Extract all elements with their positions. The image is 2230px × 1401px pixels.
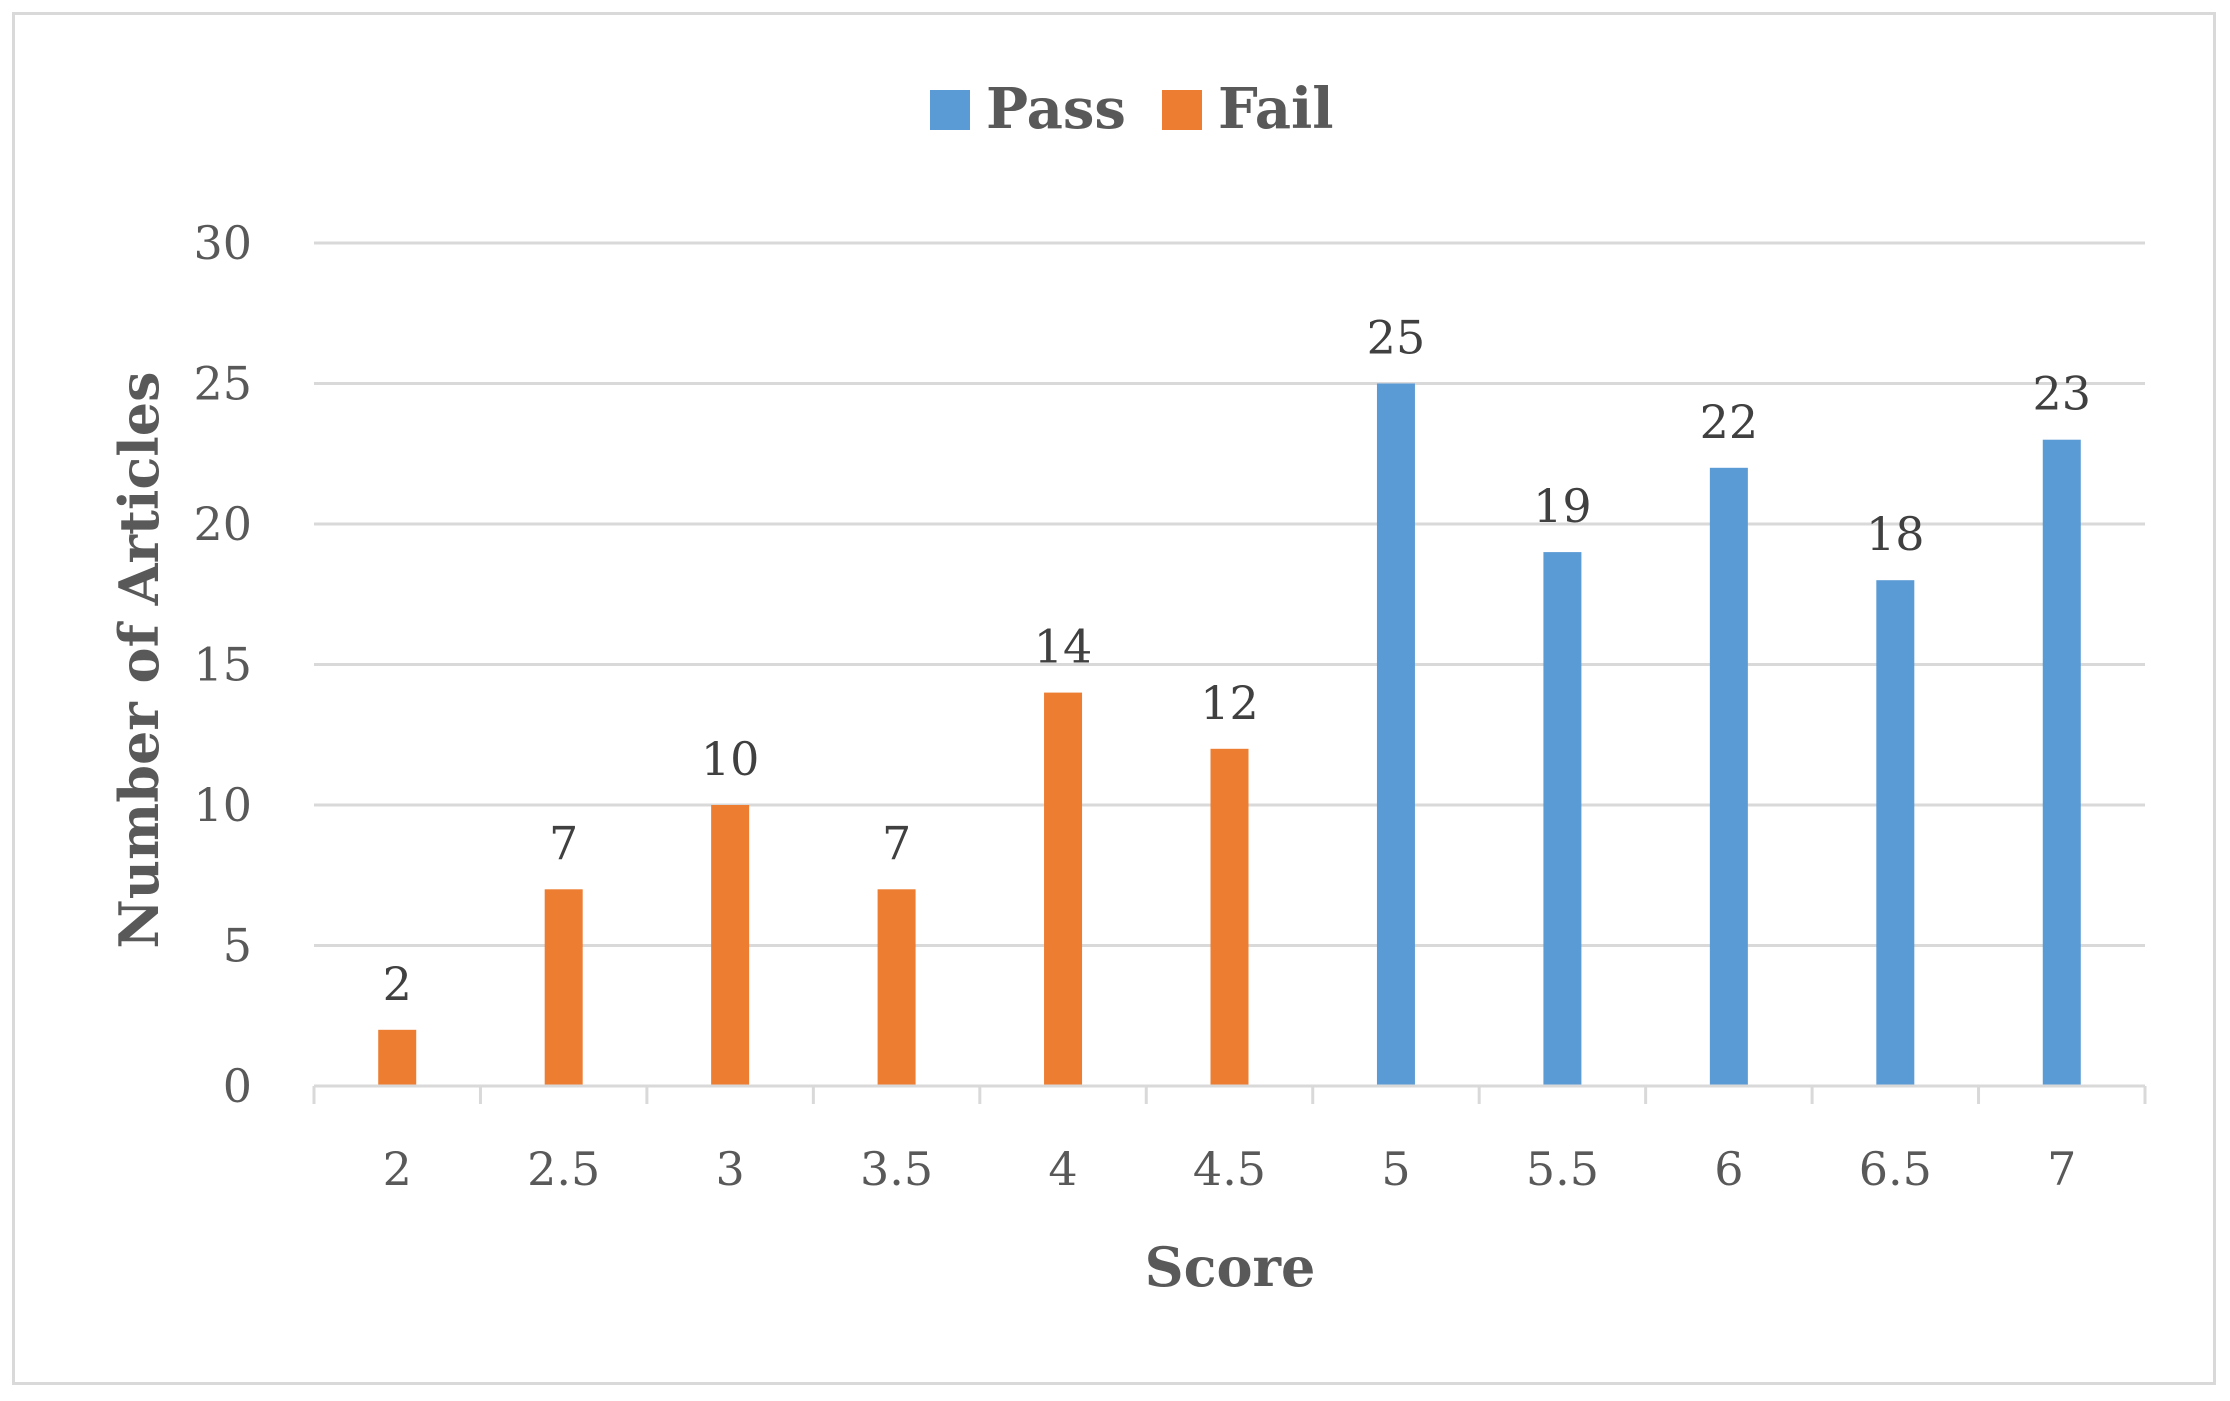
data-label: 25 xyxy=(1367,311,1426,365)
bar-pass xyxy=(2042,439,2081,1086)
y-tick-label: 5 xyxy=(223,919,252,973)
data-label: 10 xyxy=(701,732,760,786)
bar-fail xyxy=(378,1029,417,1086)
bar-pass xyxy=(1376,383,1415,1086)
x-tick-label: 6 xyxy=(1714,1142,1743,1196)
data-label: 7 xyxy=(549,816,578,870)
bar-pass xyxy=(1543,552,1582,1086)
x-tick-label: 5 xyxy=(1381,1142,1410,1196)
legend-label-fail: Fail xyxy=(1218,76,1334,142)
bar-fail xyxy=(1210,748,1249,1086)
data-label: 23 xyxy=(2032,367,2091,421)
data-label: 2 xyxy=(383,957,412,1011)
y-tick-label: 25 xyxy=(193,357,252,411)
y-tick-label: 10 xyxy=(193,778,252,832)
x-axis: 2 2.5 3 3.5 4 4.5 5 5.5 6 6.5 7 xyxy=(312,1084,2147,1196)
legend-label-pass: Pass xyxy=(986,76,1126,142)
x-tick-label: 4 xyxy=(1048,1142,1077,1196)
legend-swatch-fail xyxy=(1162,90,1202,130)
x-tick-label: 5.5 xyxy=(1526,1142,1599,1196)
data-label: 19 xyxy=(1533,479,1592,533)
bar-pass xyxy=(1709,467,1748,1086)
x-tick-label: 3.5 xyxy=(860,1142,933,1196)
y-axis-title: Number of Articles xyxy=(107,371,171,948)
x-tick-label: 2.5 xyxy=(527,1142,600,1196)
chart-frame xyxy=(12,12,2216,1385)
x-tick-label: 2 xyxy=(383,1142,412,1196)
data-label: 22 xyxy=(1700,395,1759,449)
data-label: 14 xyxy=(1034,620,1093,674)
x-tick-label: 3 xyxy=(715,1142,744,1196)
bar-fail xyxy=(544,889,583,1086)
data-label: 18 xyxy=(1866,507,1925,561)
bars xyxy=(378,383,2081,1086)
x-tick-label: 7 xyxy=(2047,1142,2076,1196)
legend-swatch-pass xyxy=(930,90,970,130)
x-tick-label: 6.5 xyxy=(1859,1142,1932,1196)
legend: Pass Fail xyxy=(930,76,1334,142)
data-label: 7 xyxy=(882,816,911,870)
data-labels: 2 7 10 7 14 12 25 19 22 18 23 xyxy=(383,311,2091,1011)
gridlines xyxy=(314,241,2145,947)
y-tick-label: 30 xyxy=(193,216,252,270)
bar-fail xyxy=(877,889,916,1086)
data-label: 12 xyxy=(1200,676,1259,730)
x-tick-label: 4.5 xyxy=(1193,1142,1266,1196)
y-axis: 0 5 10 15 20 25 30 xyxy=(193,216,252,1113)
bar-fail xyxy=(711,805,750,1086)
bar-pass xyxy=(1876,580,1915,1086)
y-tick-label: 15 xyxy=(193,638,252,692)
y-tick-label: 20 xyxy=(193,497,252,551)
y-tick-label: 0 xyxy=(223,1059,252,1113)
x-axis-title: Score xyxy=(1145,1235,1316,1299)
bar-fail xyxy=(1044,692,1083,1086)
